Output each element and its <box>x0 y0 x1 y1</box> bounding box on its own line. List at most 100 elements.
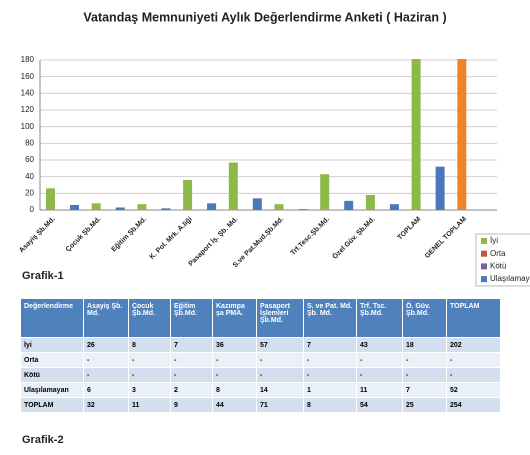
table-cell: - <box>446 352 501 368</box>
legend-label: İyi <box>490 236 498 245</box>
table-row: Orta - - - - - - - - - <box>20 352 501 368</box>
bar <box>115 207 125 210</box>
table-cell: - <box>83 367 129 383</box>
table-cell: 8 <box>212 382 257 398</box>
table-cell: - <box>256 367 304 383</box>
legend-swatch <box>481 263 487 270</box>
y-tick-label: 0 <box>30 205 35 214</box>
table-row: İyi 26 8 7 36 57 7 43 18 202 <box>20 337 501 353</box>
x-tick-label: GENEL TOPLAM <box>424 216 468 260</box>
header-cell: Asayiş Şb. Md. <box>83 298 129 338</box>
table-cell: - <box>303 367 357 383</box>
legend-label: Kötü <box>490 262 506 271</box>
table-row: TOPLAM 32 11 9 44 71 8 54 25 254 <box>20 397 501 413</box>
bar <box>70 205 79 210</box>
table-cell: Ulaşılamayan <box>20 382 84 398</box>
table-cell: 57 <box>256 337 304 353</box>
table-cell: Orta <box>20 352 84 368</box>
header-cell: Değerlendirme <box>20 298 84 338</box>
table-cell: - <box>170 352 213 368</box>
bar <box>411 59 421 210</box>
table-row: Kötü - - - - - - - - - <box>20 367 501 383</box>
table-cell: - <box>256 352 304 368</box>
x-tick-label: Özel Güv. Şb.Md. <box>330 214 376 260</box>
header-cell: Ö. Güv. Şb.Md. <box>402 298 447 338</box>
bar <box>207 203 217 210</box>
table-cell: 254 <box>446 397 501 413</box>
y-tick-label: 140 <box>21 88 35 97</box>
table-cell: 11 <box>128 397 171 413</box>
x-tick-label: Eğitim Şb.Md. <box>110 216 148 254</box>
table-cell: - <box>446 367 501 383</box>
table-cell: - <box>128 352 171 368</box>
table-cell: 7 <box>303 337 357 353</box>
y-tick-label: 60 <box>25 155 34 164</box>
y-tick-label: 120 <box>21 105 35 114</box>
table-cell: 202 <box>446 337 501 353</box>
table-cell: 11 <box>356 382 403 398</box>
y-tick-label: 100 <box>21 122 35 131</box>
x-tick-label: Trf.Tesc.Şb.Md. <box>290 216 331 257</box>
table-cell: İyi <box>20 337 84 353</box>
y-tick-label: 40 <box>25 172 34 181</box>
table-cell: 36 <box>212 337 257 353</box>
y-tick-label: 160 <box>21 72 35 81</box>
legend-swatch <box>481 238 487 244</box>
table-cell: - <box>356 367 403 383</box>
caption: Grafik-2 <box>22 434 64 446</box>
table-cell: 26 <box>83 337 129 353</box>
bar <box>457 59 467 211</box>
table-cell: - <box>212 352 257 368</box>
data-table: Değerlendirme Asayiş Şb. Md. Çocuk Şb.Md. E… <box>20 298 501 413</box>
legend-label: Ulaşılamayan <box>490 274 530 283</box>
table-cell: 43 <box>356 337 403 353</box>
plot-area <box>46 59 467 211</box>
caption: Grafik-1 <box>22 270 64 282</box>
x-tick-label: K. Pol. Mrk. A.liği <box>149 216 194 261</box>
table-cell: - <box>402 352 447 368</box>
header-cell: TOPLAM <box>446 298 501 338</box>
table-cell: 6 <box>83 382 129 398</box>
header-cell: Eğitim Şb.Md. <box>170 298 213 338</box>
header-cell: Pasaport İşlemleri Şb.Md. <box>256 298 304 338</box>
x-tick-label: TOPLAM <box>397 216 423 242</box>
y-tick-label: 180 <box>21 55 35 64</box>
header-cell: Kazımpa şa PMA. <box>212 298 257 338</box>
y-tick-label: 80 <box>25 138 34 147</box>
table-cell: 9 <box>170 397 213 413</box>
table-cell: 32 <box>83 397 129 413</box>
bar <box>46 188 55 210</box>
table-cell: 44 <box>212 397 257 413</box>
table-cell: 7 <box>402 382 447 398</box>
bar <box>274 204 284 210</box>
table-cell: Kötü <box>20 367 84 383</box>
header-cell: Çocuk Şb.Md. <box>128 298 171 338</box>
chart: Vatandaş Memnuniyeti Aylık Değerlendirme… <box>18 10 530 287</box>
table-cell: TOPLAM <box>20 397 84 413</box>
chart-title: Vatandaş Memnuniyeti Aylık Değerlendirme… <box>83 10 446 24</box>
table-cell: 14 <box>256 382 304 398</box>
bar <box>228 162 238 210</box>
x-tick-label: Asayiş Şb.Md. <box>18 216 57 255</box>
bar <box>320 174 330 210</box>
bar <box>161 208 171 210</box>
bar <box>389 204 399 210</box>
table-cell: - <box>83 352 129 368</box>
bar <box>365 195 375 210</box>
table-cell: 8 <box>303 397 357 413</box>
table-cell: - <box>303 352 357 368</box>
x-tick-label: Çocuk Şb.Md. <box>65 216 103 254</box>
table-cell: 25 <box>402 397 447 413</box>
header-cell: S. ve Pat. Md. Şb. Md. <box>303 298 357 338</box>
table-cell: 2 <box>170 382 213 398</box>
bar <box>435 166 445 210</box>
table-cell: 3 <box>128 382 171 398</box>
x-tick-label: Pasaport İş. Şb. Md. <box>187 215 240 268</box>
table-cell: - <box>128 367 171 383</box>
table-cell: - <box>212 367 257 383</box>
header-cell: Trf. Tsc. Şb.Md. <box>356 298 403 338</box>
table-cell: 18 <box>402 337 447 353</box>
x-tick-label: S.ve Pat.Mud.Şb.Md. <box>232 216 285 269</box>
table-cell: - <box>402 367 447 383</box>
